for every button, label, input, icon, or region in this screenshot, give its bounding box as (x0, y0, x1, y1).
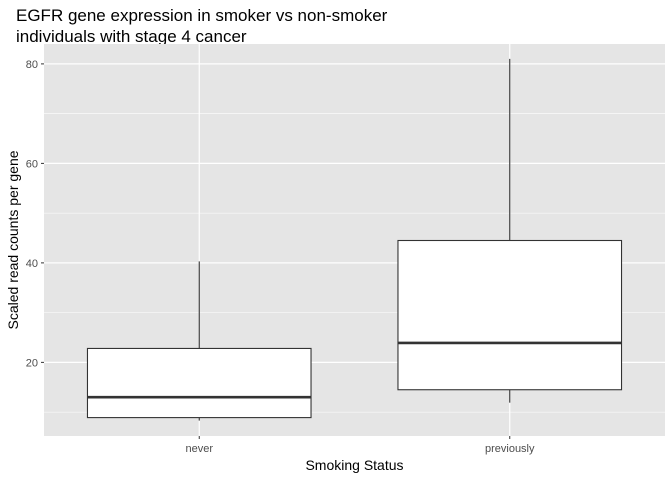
chart-title-line-1: EGFR gene expression in smoker vs non-sm… (16, 6, 388, 25)
x-axis: never previously (185, 436, 535, 455)
x-axis-title: Smoking Status (305, 457, 403, 473)
box-previously (397, 58, 623, 403)
box-never (86, 261, 312, 421)
y-tick-label-80: 80 (26, 59, 38, 71)
x-tick-label-never: never (185, 443, 213, 455)
boxes (86, 58, 623, 421)
iqr-box-never (86, 347, 312, 419)
y-axis-title: Scaled read counts per gene (5, 150, 21, 329)
y-tick-label-60: 60 (26, 158, 38, 170)
chart-title-line-2: individuals with stage 4 cancer (16, 27, 247, 46)
y-tick-label-40: 40 (26, 258, 38, 270)
chart-title: EGFR gene expression in smoker vs non-sm… (16, 5, 387, 47)
iqr-box-previously (397, 239, 623, 391)
y-tick-label-20: 20 (26, 357, 38, 369)
x-tick-label-previously: previously (485, 443, 535, 455)
y-axis: 20 40 60 80 (26, 59, 44, 369)
